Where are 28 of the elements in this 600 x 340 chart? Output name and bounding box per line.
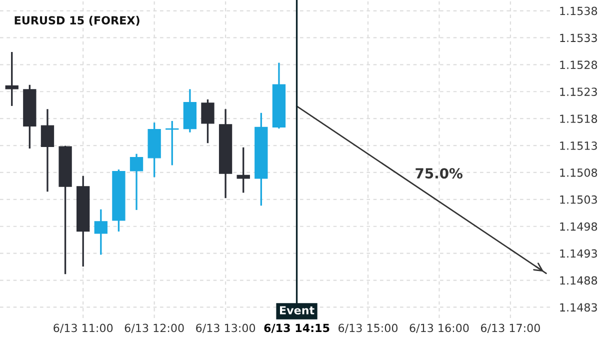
x-tick-label: 6/13 16:00 (410, 324, 469, 334)
y-tick-label: 1.1528 (560, 60, 598, 70)
x-tick-label: 6/13 12:00 (124, 324, 184, 334)
candlestick (5, 52, 18, 106)
x-tick-label: 6/13 13:00 (196, 324, 256, 334)
y-tick-label: 1.1518 (560, 114, 598, 123)
candlestick (236, 147, 250, 193)
y-tick-label: 1.1503 (560, 195, 597, 204)
x-tick-label: 6/13 17:00 (480, 324, 540, 334)
y-tick-label: 1.1533 (560, 34, 597, 42)
x-tick-label: 6/13 14:15 (264, 324, 330, 334)
y-tick-label: 1.1483 (560, 303, 597, 312)
y-tick-label: 1.1493 (560, 249, 597, 258)
candlestick (40, 109, 54, 192)
y-tick-label: 1.1488 (560, 276, 598, 285)
x-tick-label: 6/13 15:00 (338, 324, 398, 334)
y-tick-label: 1.1523 (560, 88, 597, 96)
candlestick (130, 154, 144, 210)
y-tick-label: 1.1508 (560, 168, 598, 177)
annotation: 75.0% (416, 168, 462, 179)
x-tick-label: 6/13 11:00 (54, 324, 113, 334)
candlestick (201, 99, 214, 144)
text: EURUSD 15 (FOREX) (14, 16, 140, 26)
y-tick-label: 1.1498 (560, 222, 598, 231)
candlestick (94, 209, 108, 255)
y-tick-label: 1.1538 (560, 6, 598, 16)
ref-line-label: Event (280, 306, 314, 314)
y-tick-label: 1.1513 (560, 142, 597, 150)
